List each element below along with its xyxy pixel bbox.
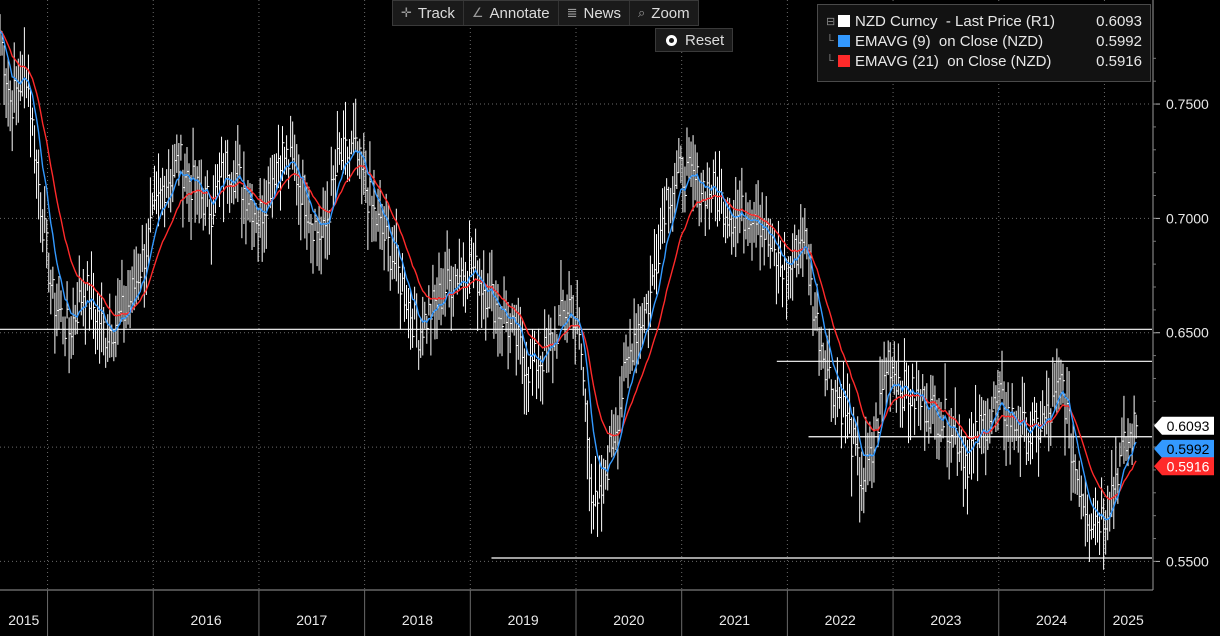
y-tick-label: 0.7500 <box>1166 96 1209 112</box>
zoom-label: Zoom <box>651 4 690 22</box>
last-value-tag <box>1154 439 1214 458</box>
last-value-text: 0.5992 <box>1167 441 1210 457</box>
crosshair-icon: ✛ <box>401 5 412 20</box>
x-tick-label: 2020 <box>613 612 644 628</box>
last-value-text: 0.6093 <box>1167 418 1210 434</box>
x-tick-label: 2019 <box>508 612 539 628</box>
tree-branch-icon: └ <box>826 35 834 47</box>
y-tick-label: 0.7000 <box>1166 210 1209 226</box>
horizontal-annotation-lines <box>0 328 1152 559</box>
last-value-label-2: 0.5916 <box>1154 457 1214 476</box>
legend-value: 0.5916 <box>1096 52 1142 70</box>
tree-branch-icon: └ <box>826 55 834 67</box>
x-tick-label: 2023 <box>930 612 961 628</box>
legend-item-ema9[interactable]: └ EMAVG (9) on Close (NZD) 0.5992 <box>826 31 1142 51</box>
y-tick-label: 0.5500 <box>1166 553 1209 569</box>
x-tick-label: 2015 <box>8 612 39 628</box>
news-label: News <box>583 4 621 22</box>
ema21-line <box>0 30 1137 501</box>
legend-value: 0.6093 <box>1096 12 1142 30</box>
chart-grid <box>0 0 1152 590</box>
legend-item-ema21[interactable]: └ EMAVG (21) on Close (NZD) 0.5916 <box>826 51 1142 71</box>
reset-label: Reset <box>685 31 725 49</box>
last-value-tag <box>1154 457 1214 476</box>
news-icon: ≣ <box>566 5 578 20</box>
legend-swatch-ema9 <box>838 35 850 47</box>
legend-name: EMAVG (9) on Close (NZD) <box>855 32 1044 50</box>
legend-value: 0.5992 <box>1096 32 1142 50</box>
annotate-button[interactable]: ∠ Annotate <box>464 1 559 25</box>
legend-name: EMAVG (21) on Close (NZD) <box>855 52 1052 70</box>
reset-button[interactable]: Reset <box>655 28 733 52</box>
last-value-label-1: 0.5992 <box>1154 439 1214 458</box>
x-tick-label: 2017 <box>296 612 327 628</box>
price-bars <box>0 14 1139 570</box>
pencil-icon: ∠ <box>471 5 484 20</box>
annotate-label: Annotate <box>489 4 550 22</box>
legend-swatch-ema21 <box>838 55 850 67</box>
x-tick-label: 2021 <box>719 612 750 628</box>
x-tick-label: 2016 <box>191 612 222 628</box>
legend-swatch-price <box>838 15 850 27</box>
chart-legend[interactable]: ⊟ NZD Curncy - Last Price (R1) 0.6093 └ … <box>817 4 1151 82</box>
track-label: Track <box>417 4 455 22</box>
news-button[interactable]: ≣ News <box>559 1 630 25</box>
last-value-tag <box>1154 416 1214 435</box>
last-value-label-0: 0.6093 <box>1154 416 1214 435</box>
ema-lines <box>0 30 1137 521</box>
magnifier-icon: ⌕ <box>638 5 646 20</box>
collapse-icon[interactable]: ⊟ <box>826 15 836 28</box>
zoom-button[interactable]: ⌕ Zoom <box>630 1 698 25</box>
x-tick-label: 2022 <box>825 612 856 628</box>
ema9-line <box>0 30 1137 521</box>
x-tick-label: 2018 <box>402 612 433 628</box>
legend-name: NZD Curncy - Last Price (R1) <box>855 12 1056 30</box>
y-axis: 0.5500 0.6500 0.7000 0.7500 <box>1152 0 1209 590</box>
x-tick-label: 2024 <box>1036 612 1067 628</box>
legend-item-price[interactable]: ⊟ NZD Curncy - Last Price (R1) 0.6093 <box>826 11 1142 31</box>
last-value-text: 0.5916 <box>1167 458 1210 474</box>
reset-icon <box>666 34 677 46</box>
x-axis: 2015 2016 2017 2018 2019 2020 2021 2022 2023 2024… <box>0 589 1153 636</box>
y-tick-label: 0.6500 <box>1166 325 1209 341</box>
track-button[interactable]: ✛ Track <box>393 1 464 25</box>
chart-toolbar: ✛ Track ∠ Annotate ≣ News ⌕ Zoom <box>392 0 699 26</box>
x-tick-label: 2025 <box>1113 612 1144 628</box>
